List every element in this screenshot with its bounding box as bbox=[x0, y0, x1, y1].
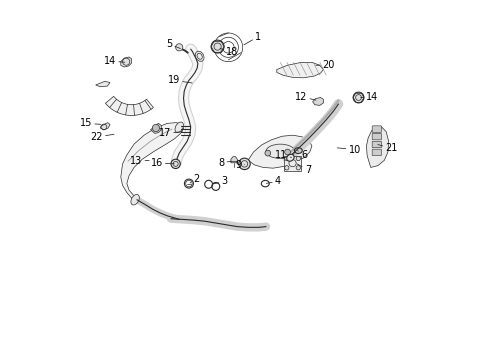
Text: 9: 9 bbox=[235, 160, 244, 170]
Circle shape bbox=[284, 166, 288, 170]
Polygon shape bbox=[121, 123, 183, 202]
Text: 12: 12 bbox=[294, 92, 315, 102]
Text: 22: 22 bbox=[90, 132, 114, 142]
FancyBboxPatch shape bbox=[371, 126, 381, 132]
Polygon shape bbox=[276, 62, 323, 78]
Text: 2: 2 bbox=[190, 174, 200, 184]
Text: 7: 7 bbox=[296, 164, 310, 175]
Text: 13: 13 bbox=[130, 156, 149, 166]
Polygon shape bbox=[105, 96, 153, 116]
Text: 21: 21 bbox=[377, 143, 397, 153]
Text: 20: 20 bbox=[315, 60, 334, 70]
Text: 16: 16 bbox=[150, 158, 174, 168]
Text: 19: 19 bbox=[167, 75, 192, 85]
Ellipse shape bbox=[195, 51, 203, 61]
Circle shape bbox=[296, 166, 300, 170]
Ellipse shape bbox=[131, 194, 139, 205]
Polygon shape bbox=[96, 81, 110, 87]
Circle shape bbox=[284, 149, 290, 155]
Polygon shape bbox=[247, 135, 311, 168]
FancyBboxPatch shape bbox=[371, 149, 381, 156]
Circle shape bbox=[175, 44, 183, 51]
Text: 5: 5 bbox=[165, 39, 180, 49]
Circle shape bbox=[296, 156, 300, 161]
Circle shape bbox=[211, 40, 224, 53]
Text: 3: 3 bbox=[212, 176, 227, 186]
FancyBboxPatch shape bbox=[284, 156, 301, 171]
Polygon shape bbox=[230, 157, 237, 163]
Text: 14: 14 bbox=[360, 92, 378, 102]
Circle shape bbox=[352, 92, 363, 103]
Ellipse shape bbox=[286, 154, 293, 161]
Polygon shape bbox=[150, 123, 161, 134]
Text: 8: 8 bbox=[218, 158, 231, 168]
Circle shape bbox=[171, 159, 180, 168]
Text: 4: 4 bbox=[266, 176, 281, 186]
Circle shape bbox=[152, 125, 159, 132]
Text: 10: 10 bbox=[337, 144, 360, 154]
Text: 14: 14 bbox=[103, 56, 124, 66]
Text: 15: 15 bbox=[80, 118, 101, 128]
Circle shape bbox=[264, 150, 270, 156]
Text: 1: 1 bbox=[244, 32, 261, 45]
Circle shape bbox=[284, 156, 288, 161]
Ellipse shape bbox=[175, 122, 183, 132]
Text: 17: 17 bbox=[158, 129, 182, 138]
Polygon shape bbox=[366, 127, 388, 167]
FancyBboxPatch shape bbox=[371, 141, 381, 148]
Ellipse shape bbox=[265, 144, 294, 158]
Text: 6: 6 bbox=[297, 150, 306, 160]
FancyBboxPatch shape bbox=[371, 134, 381, 140]
Circle shape bbox=[238, 158, 250, 170]
Polygon shape bbox=[100, 123, 110, 130]
Polygon shape bbox=[312, 98, 323, 105]
Text: 11: 11 bbox=[275, 150, 291, 160]
Text: 18: 18 bbox=[220, 47, 238, 57]
Polygon shape bbox=[121, 57, 131, 67]
